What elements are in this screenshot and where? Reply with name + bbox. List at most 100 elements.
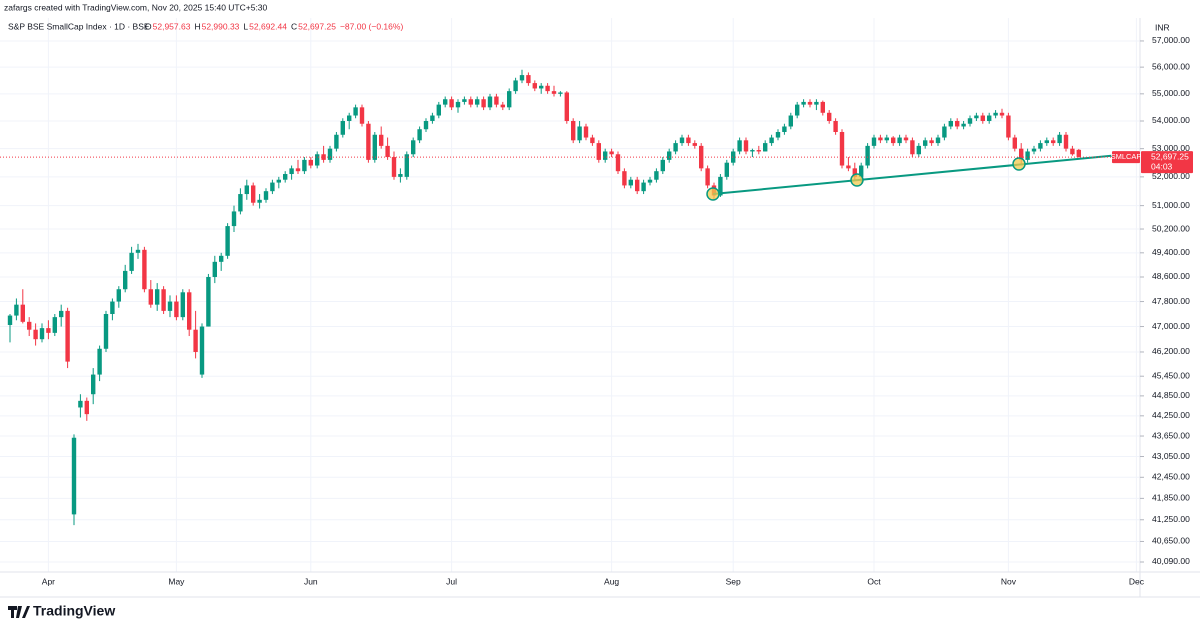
candle-body bbox=[980, 115, 985, 121]
candle-body bbox=[1044, 140, 1049, 144]
candle-body bbox=[763, 143, 768, 152]
candle-body bbox=[948, 120, 953, 127]
x-tick-label: Nov bbox=[1001, 576, 1017, 586]
candle-body bbox=[289, 168, 294, 175]
candle-body bbox=[97, 348, 102, 375]
candle-body bbox=[1057, 134, 1062, 144]
candle-body bbox=[526, 75, 531, 84]
candle-body bbox=[103, 314, 109, 349]
touch-point bbox=[706, 187, 720, 201]
candle-body bbox=[532, 83, 537, 89]
candle-body bbox=[635, 179, 640, 192]
candle-body bbox=[724, 162, 729, 177]
candle-body bbox=[590, 137, 595, 144]
candle-body bbox=[129, 252, 134, 271]
candle-body bbox=[244, 185, 249, 195]
candle-body bbox=[167, 301, 173, 311]
candle-body bbox=[487, 96, 493, 108]
candle-body bbox=[865, 145, 870, 166]
candle-body bbox=[564, 92, 569, 121]
x-tick-label: Apr bbox=[42, 576, 55, 586]
candle-body bbox=[769, 137, 774, 144]
candle-body bbox=[308, 159, 313, 166]
candle-body bbox=[148, 289, 153, 305]
candle-body bbox=[545, 85, 550, 92]
candle-body bbox=[155, 289, 160, 305]
candle-body bbox=[391, 157, 397, 177]
candle-body bbox=[123, 270, 128, 290]
candle-body bbox=[999, 112, 1005, 116]
y-tick-label: 46,200.00 bbox=[1152, 346, 1190, 356]
candle-body bbox=[1019, 148, 1024, 160]
countdown: 04:03 bbox=[1151, 161, 1173, 171]
candle-body bbox=[212, 261, 217, 277]
x-tick-label: May bbox=[168, 576, 185, 586]
x-tick-label: Sep bbox=[726, 576, 741, 586]
candle-body bbox=[1051, 140, 1056, 144]
legend-key: L bbox=[243, 21, 248, 31]
y-tick-label: 40,650.00 bbox=[1152, 536, 1190, 546]
candle-body bbox=[743, 140, 749, 152]
candle-body bbox=[65, 310, 70, 362]
candle-body bbox=[270, 182, 275, 192]
candle-body bbox=[135, 249, 141, 253]
candle-body bbox=[180, 292, 185, 318]
candle-body bbox=[827, 112, 832, 121]
candle-body bbox=[603, 151, 608, 160]
candle-body bbox=[718, 176, 723, 196]
x-tick-label: Oct bbox=[867, 576, 881, 586]
candle-body bbox=[411, 140, 416, 155]
candle-body bbox=[1031, 148, 1037, 152]
y-tick-label: 44,850.00 bbox=[1152, 390, 1190, 400]
candle-body bbox=[699, 145, 704, 169]
y-tick-label: 43,050.00 bbox=[1152, 451, 1190, 461]
candle-body bbox=[628, 179, 633, 186]
candle-body bbox=[1076, 149, 1081, 158]
candle-body bbox=[423, 120, 429, 130]
candle-body bbox=[206, 276, 211, 327]
candle-body bbox=[846, 165, 851, 169]
candle-body bbox=[801, 101, 806, 105]
legend-change: −87.00 (−0.16%) bbox=[340, 21, 403, 31]
candle-body bbox=[219, 255, 224, 262]
x-tick-label: Jul bbox=[446, 576, 457, 586]
candle-body bbox=[462, 99, 467, 102]
candle-body bbox=[571, 120, 576, 141]
candle-body bbox=[897, 137, 902, 144]
candle-body bbox=[1006, 115, 1011, 138]
y-tick-label: 41,250.00 bbox=[1152, 514, 1190, 524]
candle-body bbox=[686, 137, 691, 144]
x-tick-label: Aug bbox=[604, 576, 619, 586]
symbol-title: S&P BSE SmallCap Index · 1D · BSE bbox=[8, 21, 150, 31]
candle-body bbox=[1063, 134, 1069, 149]
candle-body bbox=[39, 328, 45, 340]
candle-body bbox=[577, 126, 582, 141]
x-tick-label: Dec bbox=[1129, 576, 1145, 586]
candle-body bbox=[596, 143, 601, 160]
candle-body bbox=[833, 120, 838, 132]
candle-body bbox=[814, 101, 819, 105]
candle-body bbox=[859, 165, 864, 177]
candle-body bbox=[1070, 148, 1075, 155]
x-tick-label: Jun bbox=[304, 576, 318, 586]
candle-body bbox=[788, 115, 793, 127]
candle-body bbox=[916, 145, 921, 155]
candle-body bbox=[71, 437, 77, 515]
candle-body bbox=[174, 301, 179, 318]
candle-body bbox=[353, 107, 358, 116]
candle-body bbox=[142, 249, 147, 290]
legend-value: 52,697.25 bbox=[298, 21, 336, 31]
candle-body bbox=[641, 182, 646, 192]
candle-body bbox=[481, 99, 486, 108]
y-tick-label: 42,450.00 bbox=[1152, 472, 1190, 482]
y-tick-label: 50,200.00 bbox=[1152, 223, 1190, 233]
candle-body bbox=[295, 168, 301, 172]
candle-body bbox=[251, 185, 256, 203]
candle-body bbox=[903, 137, 909, 141]
y-tick-label: 52,000.00 bbox=[1152, 171, 1190, 181]
candle-body bbox=[7, 315, 13, 325]
y-tick-label: 55,000.00 bbox=[1152, 88, 1190, 98]
candle-body bbox=[347, 115, 352, 121]
